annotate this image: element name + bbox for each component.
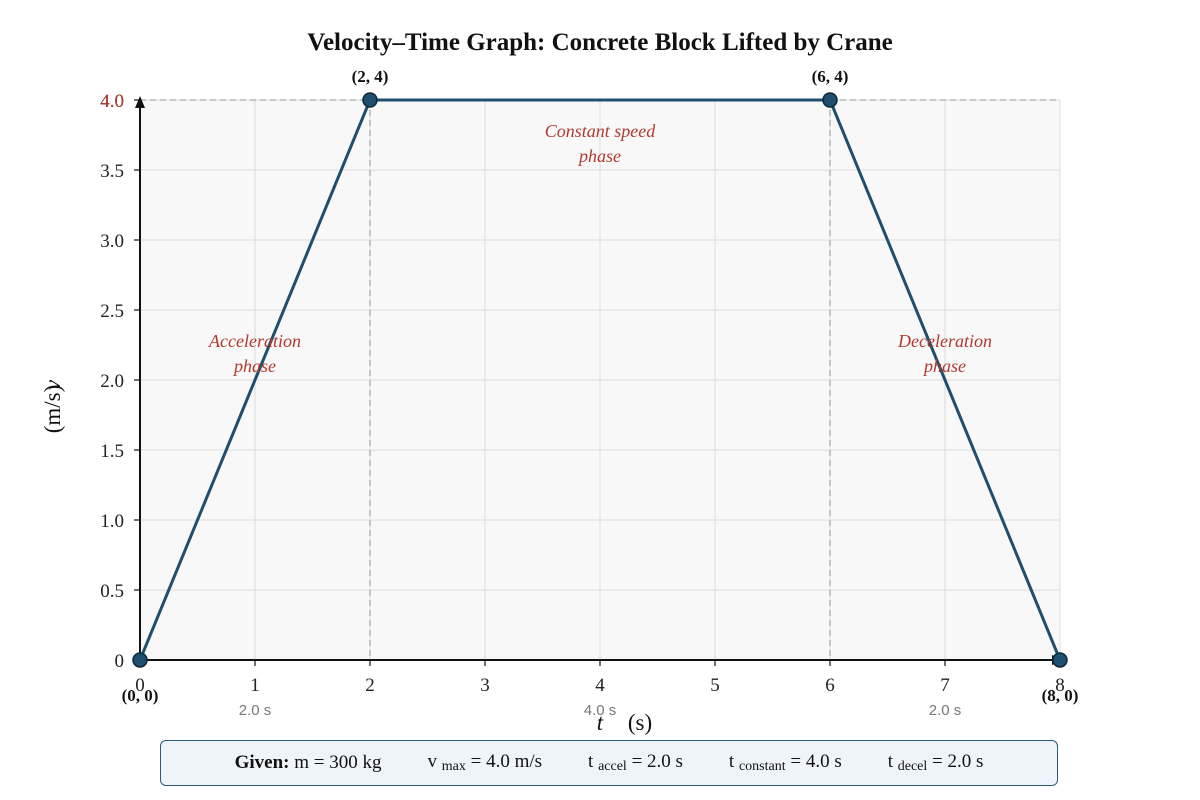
y-tick-label: 0.5 [100,581,124,602]
y-tick-label: 0 [115,651,125,672]
x-tick-label: 4 [595,675,605,696]
x-tick-label: 6 [825,675,835,696]
y-tick-label: 2.0 [100,371,124,392]
phase-label-line2: phase [577,146,621,166]
given-vmax: v max = 4.0 m/s [427,751,543,774]
x-axis-label-variable: t [597,710,604,735]
x-tick-label: 3 [480,675,490,696]
chart-title: Velocity–Time Graph: Concrete Block Lift… [307,29,893,56]
data-point [1052,652,1068,668]
x-axis-label-unit: (s) [628,710,652,735]
given-t-accel: t accel = 2.0 s [588,751,683,774]
phase-duration-label: 4.0 s [584,702,617,719]
y-tick-label: 2.5 [100,301,124,322]
phase-label-line1: Deceleration [897,331,992,351]
y-axis-arrow [135,96,145,108]
y-axis-label-variable: v [40,379,65,390]
given-mass: Given: m = 300 kg [234,752,382,773]
velocity-series-line [138,98,1062,661]
x-tick-label: 5 [710,675,720,696]
data-point [362,92,378,108]
data-point-label: (6, 4) [812,67,849,86]
data-point-label: (8, 0) [1042,686,1079,705]
y-max-marker-label: 4.0 [100,91,124,112]
y-tick-label: 1.5 [100,441,124,462]
given-t-decel: t decel = 2.0 s [887,751,984,774]
x-tick-label: 2 [365,675,375,696]
given-heading: Given: [234,752,290,773]
y-tick-label: 3.5 [100,161,124,182]
y-axis-label-unit: (m/s) [40,385,65,434]
y-tick-label: 4.0 [100,91,124,112]
x-tick-label: 1 [250,675,260,696]
velocity-time-chart: Velocity–Time Graph: Concrete Block Lift… [40,29,1079,735]
phase-label-line1: Acceleration [208,331,301,351]
data-point [132,652,148,668]
data-point [822,92,838,108]
phase-label-line2: phase [922,356,966,376]
phase-duration-label: 2.0 s [239,702,272,719]
given-t-constant: t constant = 4.0 s [728,751,842,774]
data-point-label: (0, 0) [122,686,159,705]
y-tick-label: 3.0 [100,231,124,252]
y-tick-label: 1.0 [100,511,124,532]
phase-duration-label: 2.0 s [929,702,962,719]
x-tick-label: 7 [940,675,950,696]
x-tick-label: 8 [1055,675,1065,696]
phase-label-line2: phase [232,356,276,376]
x-tick-label: 0 [135,675,145,696]
data-point-label: (2, 4) [352,67,389,86]
given-values-box: Given: m = 300 kg v max = 4.0 m/s t acce… [160,740,1058,786]
phase-label-line1: Constant speed [545,121,656,141]
